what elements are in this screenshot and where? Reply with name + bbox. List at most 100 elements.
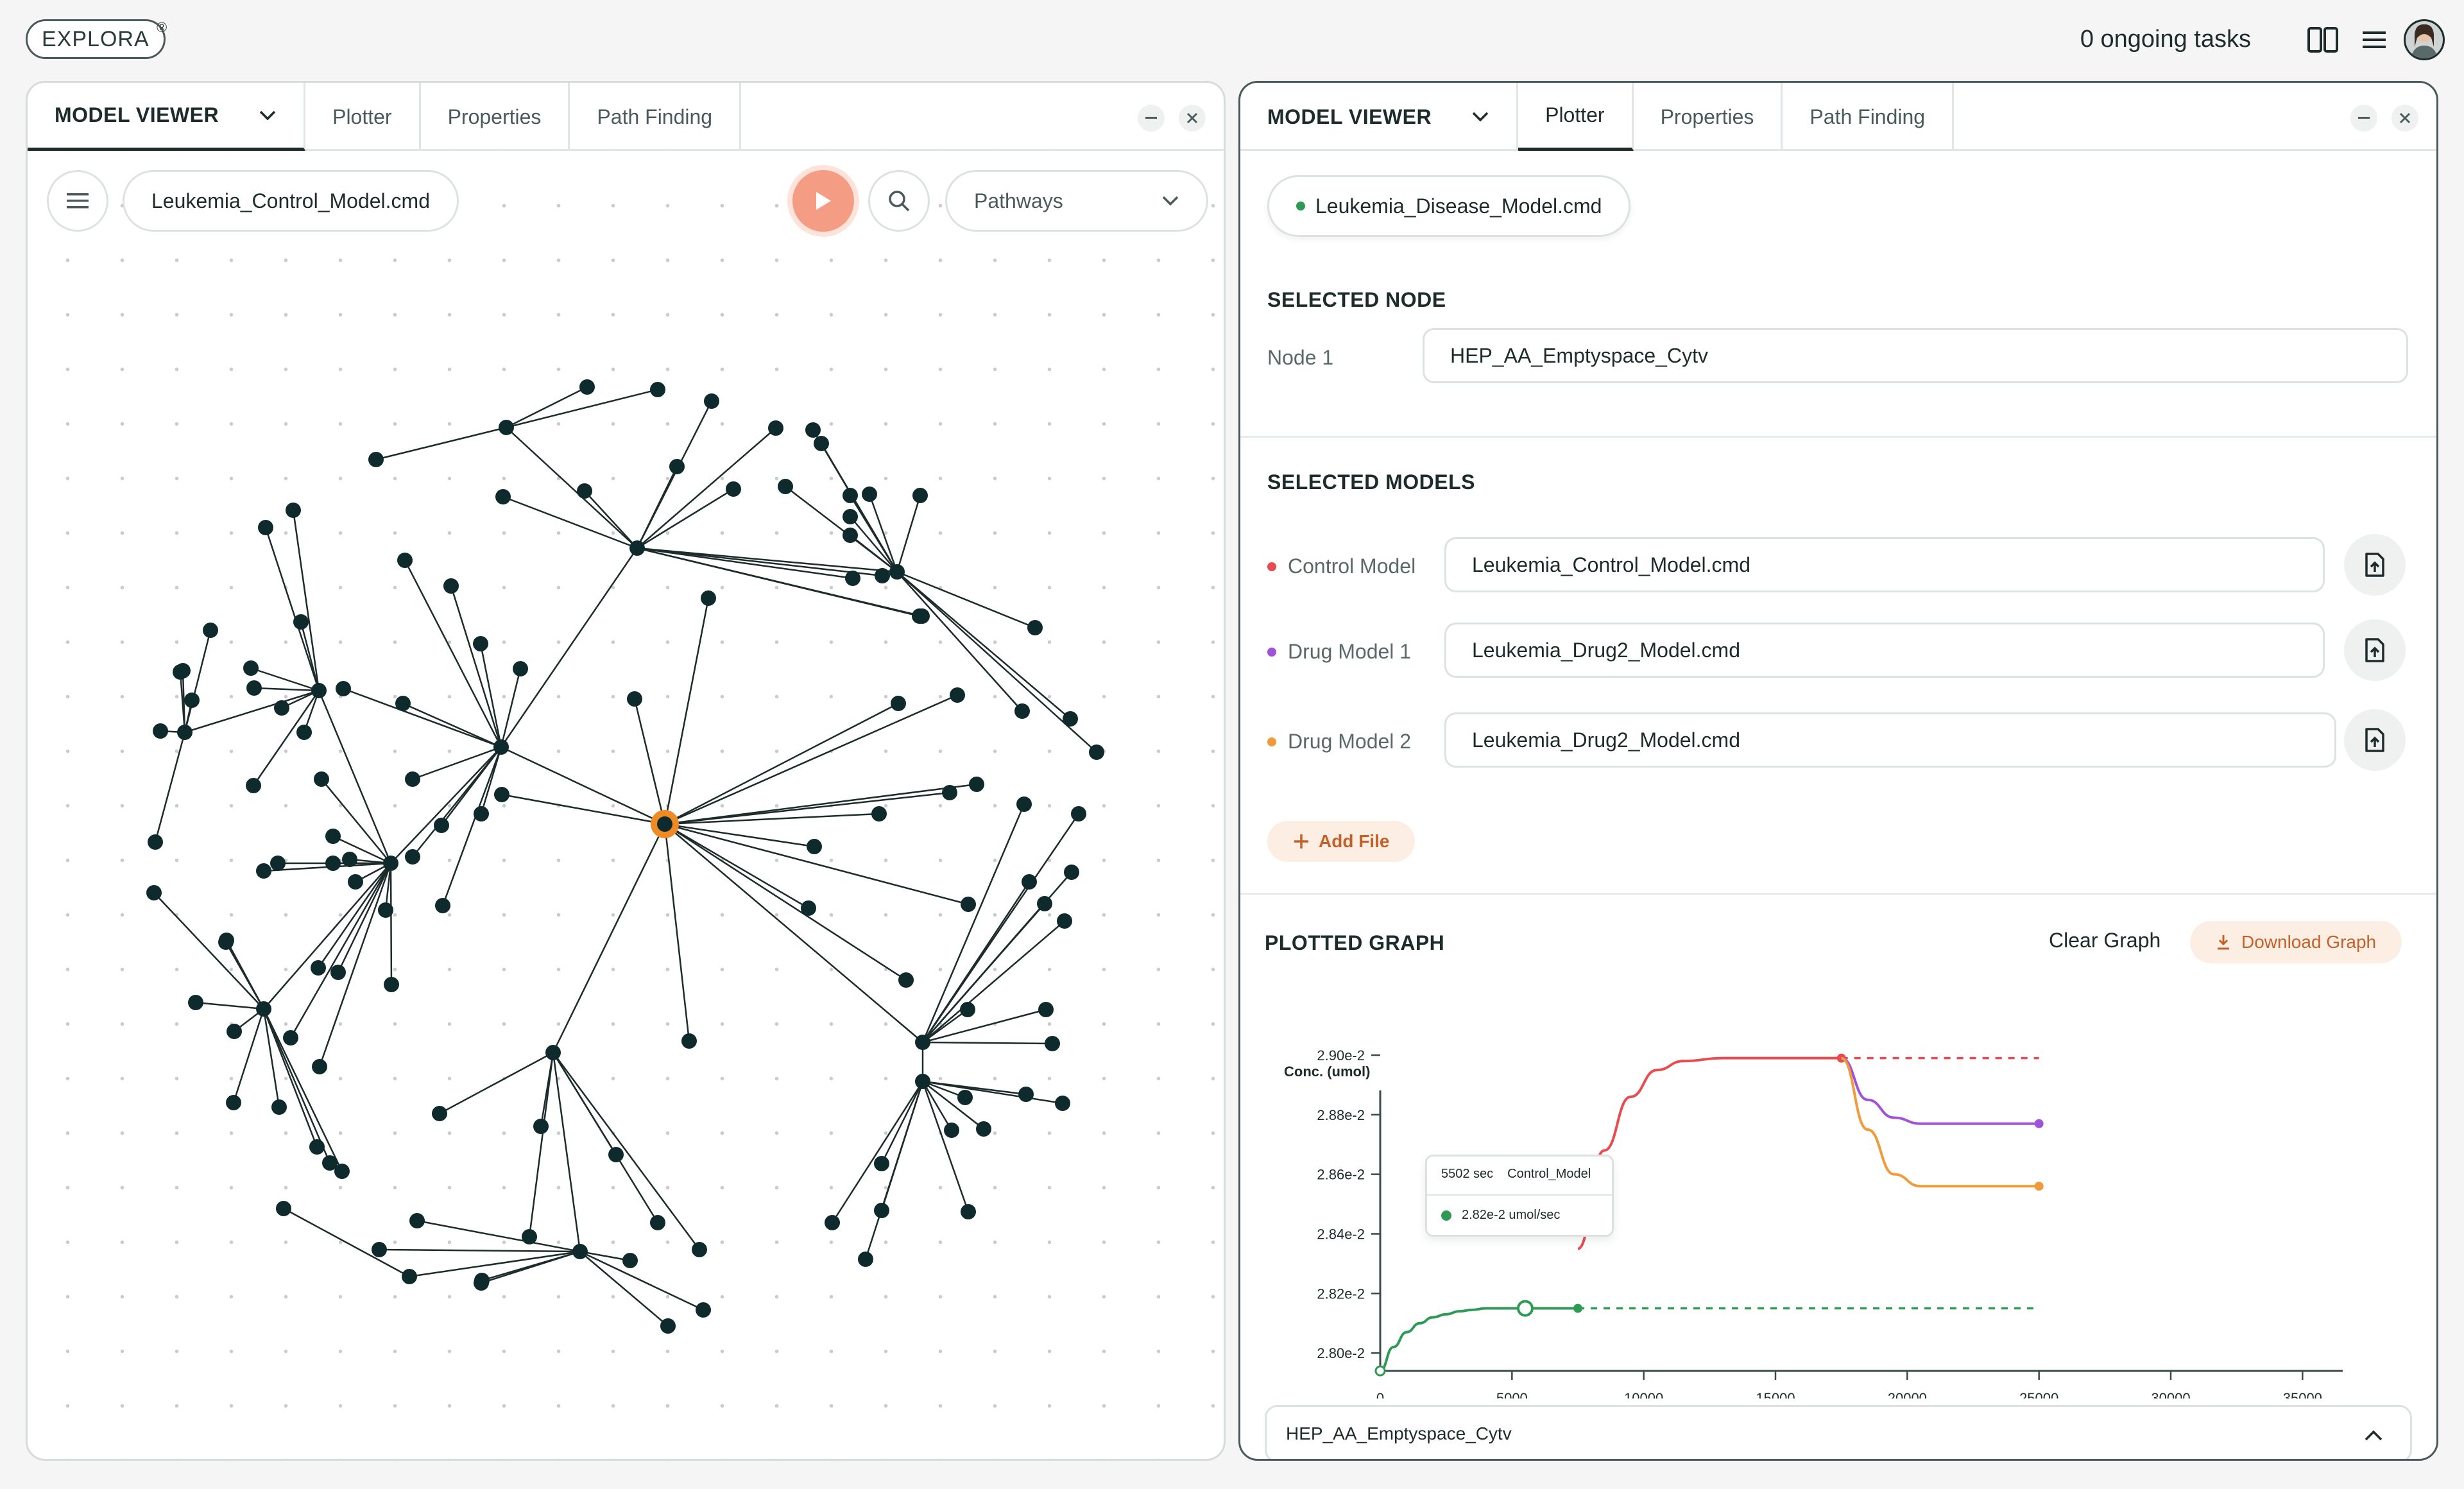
network-node[interactable] bbox=[660, 1318, 676, 1334]
network-node[interactable] bbox=[474, 1275, 489, 1291]
network-node[interactable] bbox=[325, 829, 341, 844]
explora-logo[interactable]: EXPLORA bbox=[26, 19, 166, 59]
minimize-button[interactable] bbox=[1138, 105, 1165, 132]
network-node[interactable] bbox=[246, 680, 262, 696]
node-accordion[interactable]: HEP_AA_Emptyspace_Cytv bbox=[1265, 1405, 2412, 1459]
network-node[interactable] bbox=[669, 459, 685, 474]
network-node[interactable] bbox=[256, 863, 271, 879]
tab-properties[interactable]: Properties bbox=[1634, 83, 1783, 151]
network-node[interactable] bbox=[397, 553, 413, 568]
network-node[interactable] bbox=[1064, 865, 1079, 880]
network-node[interactable] bbox=[871, 806, 887, 822]
network-node[interactable] bbox=[322, 1155, 338, 1171]
control-model-field[interactable]: Leukemia_Control_Model.cmd bbox=[1444, 537, 2325, 592]
network-node[interactable] bbox=[309, 1139, 325, 1155]
play-button[interactable] bbox=[792, 170, 854, 232]
network-node[interactable] bbox=[435, 898, 450, 913]
network-node[interactable] bbox=[825, 1215, 840, 1230]
network-node[interactable] bbox=[270, 856, 286, 871]
network-node[interactable] bbox=[348, 874, 363, 890]
network-node[interactable] bbox=[146, 885, 162, 900]
network-node[interactable] bbox=[778, 479, 793, 494]
network-node[interactable] bbox=[969, 777, 984, 792]
network-node[interactable] bbox=[944, 1123, 959, 1138]
network-node[interactable] bbox=[395, 696, 411, 711]
network-node[interactable] bbox=[258, 520, 273, 535]
network-node[interactable] bbox=[696, 1302, 711, 1318]
network-node[interactable] bbox=[1018, 1087, 1034, 1102]
series-line[interactable] bbox=[1380, 1307, 1578, 1372]
network-node[interactable] bbox=[622, 1253, 638, 1268]
network-node[interactable] bbox=[807, 839, 822, 854]
tab-properties[interactable]: Properties bbox=[421, 83, 570, 151]
network-node[interactable] bbox=[843, 509, 858, 524]
minimize-button[interactable] bbox=[2350, 105, 2377, 132]
drug-model-2-upload-button[interactable] bbox=[2344, 709, 2406, 771]
network-canvas[interactable] bbox=[28, 153, 1224, 1459]
network-node[interactable] bbox=[845, 571, 860, 586]
network-node[interactable] bbox=[311, 960, 326, 976]
network-node[interactable] bbox=[1022, 874, 1037, 890]
pathways-dropdown[interactable]: Pathways bbox=[945, 170, 1208, 232]
tab-plotter[interactable]: Plotter bbox=[305, 83, 421, 151]
network-node[interactable] bbox=[726, 481, 741, 497]
menu-button[interactable] bbox=[47, 170, 108, 232]
network-node[interactable] bbox=[276, 1201, 291, 1216]
network-node[interactable] bbox=[493, 739, 509, 755]
network-node[interactable] bbox=[961, 1204, 976, 1219]
network-node[interactable] bbox=[875, 568, 890, 583]
network-node[interactable] bbox=[862, 486, 877, 502]
network-node[interactable] bbox=[874, 1203, 889, 1218]
network-node[interactable] bbox=[243, 660, 259, 676]
network-node[interactable] bbox=[177, 725, 193, 740]
series-line[interactable] bbox=[1577, 1056, 1842, 1250]
network-node[interactable] bbox=[342, 852, 357, 867]
network-node[interactable] bbox=[188, 995, 203, 1010]
network-node[interactable] bbox=[409, 1213, 425, 1228]
network-node[interactable] bbox=[283, 1030, 298, 1046]
network-node[interactable] bbox=[226, 1095, 241, 1110]
user-avatar[interactable] bbox=[2404, 19, 2445, 60]
network-node[interactable] bbox=[912, 488, 928, 503]
network-graph[interactable] bbox=[28, 153, 1224, 1461]
add-file-button[interactable]: Add File bbox=[1267, 821, 1416, 862]
network-node[interactable] bbox=[368, 452, 384, 467]
drug-model-2-field[interactable]: Leukemia_Drug2_Model.cmd bbox=[1444, 712, 2336, 768]
tab-path-finding[interactable]: Path Finding bbox=[570, 83, 742, 151]
close-button[interactable] bbox=[2391, 105, 2418, 132]
close-button[interactable] bbox=[1179, 105, 1206, 132]
network-node[interactable] bbox=[533, 1119, 549, 1134]
network-node[interactable] bbox=[314, 771, 329, 787]
network-node[interactable] bbox=[293, 614, 309, 630]
network-node[interactable] bbox=[378, 902, 393, 918]
network-node[interactable] bbox=[545, 1045, 561, 1060]
ongoing-tasks-label[interactable]: 0 ongoing tasks bbox=[2080, 26, 2251, 53]
network-node[interactable] bbox=[219, 933, 234, 948]
network-node[interactable] bbox=[1027, 620, 1043, 635]
network-node[interactable] bbox=[843, 528, 858, 543]
network-node[interactable] bbox=[271, 1099, 287, 1115]
network-node[interactable] bbox=[336, 681, 351, 696]
network-node[interactable] bbox=[405, 849, 420, 865]
series-line[interactable] bbox=[1840, 1056, 2039, 1188]
network-node[interactable] bbox=[704, 393, 719, 409]
network-node[interactable] bbox=[577, 483, 592, 499]
network-node[interactable] bbox=[1057, 913, 1072, 929]
model-file-pill[interactable]: Leukemia_Disease_Model.cmd bbox=[1267, 175, 1631, 237]
network-node[interactable] bbox=[950, 687, 965, 703]
network-node[interactable] bbox=[246, 778, 261, 793]
model-file-pill[interactable]: Leukemia_Control_Model.cmd bbox=[123, 170, 459, 232]
network-node[interactable] bbox=[384, 977, 399, 992]
network-node[interactable] bbox=[405, 771, 420, 787]
network-node[interactable] bbox=[608, 1147, 624, 1162]
network-node[interactable] bbox=[701, 590, 716, 606]
network-node[interactable] bbox=[915, 1035, 930, 1050]
network-node[interactable] bbox=[692, 1242, 707, 1257]
network-node[interactable] bbox=[801, 900, 816, 916]
network-node[interactable] bbox=[383, 856, 398, 871]
network-node[interactable] bbox=[443, 578, 459, 594]
network-node[interactable] bbox=[629, 540, 645, 556]
network-node[interactable] bbox=[434, 818, 449, 833]
network-node[interactable] bbox=[957, 1090, 973, 1105]
network-node[interactable] bbox=[1014, 703, 1030, 719]
